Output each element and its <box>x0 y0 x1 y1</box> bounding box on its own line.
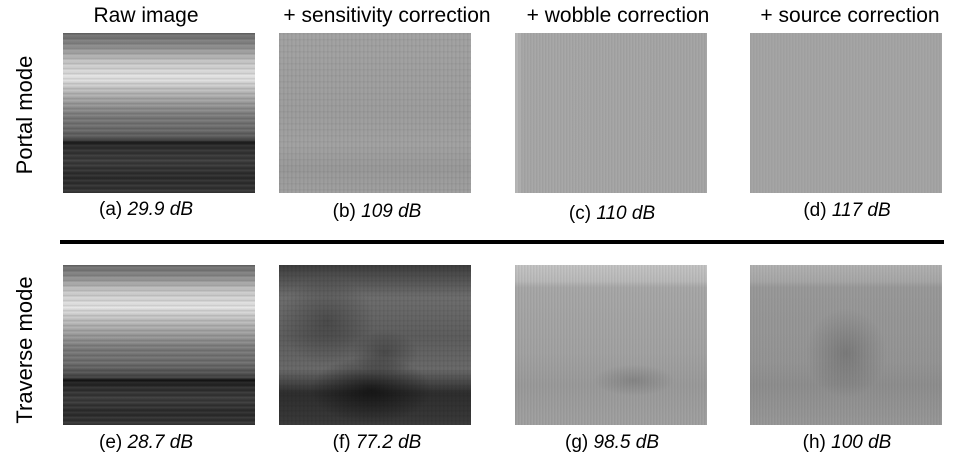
caption-tag: (a) <box>98 199 123 220</box>
row-divider <box>60 240 944 244</box>
caption-tag: (f) <box>332 432 351 453</box>
image-panel-g <box>515 265 707 425</box>
image-panel-f <box>279 265 471 425</box>
caption-tag: (g) <box>564 432 589 453</box>
caption-value: 109 dB <box>361 201 422 222</box>
caption-value: 110 dB <box>596 203 656 224</box>
column-title-sensitivity-correction: + sensitivity correction <box>283 4 491 27</box>
column-title-raw-image: Raw image <box>93 4 199 27</box>
caption-h: (h) 100 dB <box>803 432 892 454</box>
row-label-traverse-mode: Traverse mode <box>12 276 37 424</box>
image-panel-e <box>63 265 255 425</box>
caption-g: (g) 98.5 dB <box>565 432 659 454</box>
image-panel-h <box>750 265 942 425</box>
caption-value: 98.5 dB <box>593 432 660 453</box>
caption-c: (c) 110 dB <box>569 203 655 225</box>
caption-a: (a) 29.9 dB <box>99 199 193 221</box>
caption-tag: (d) <box>803 200 827 221</box>
caption-tag: (e) <box>98 432 123 453</box>
caption-value: 28.7 dB <box>127 432 194 453</box>
caption-tag: (c) <box>568 203 592 224</box>
column-title-source-correction: + source correction <box>760 4 940 27</box>
caption-f: (f) 77.2 dB <box>333 432 422 454</box>
image-panel-a <box>63 33 255 193</box>
caption-value: 77.2 dB <box>355 432 422 453</box>
caption-tag: (h) <box>802 432 826 453</box>
image-panel-b <box>279 33 471 193</box>
caption-b: (b) 109 dB <box>333 201 422 223</box>
caption-value: 100 dB <box>831 432 892 453</box>
caption-d: (d) 117 dB <box>803 200 890 222</box>
column-title-wobble-correction: + wobble correction <box>526 4 710 27</box>
caption-value: 117 dB <box>831 200 891 221</box>
caption-tag: (b) <box>332 201 356 222</box>
image-panel-c <box>515 33 707 193</box>
row-label-portal-mode: Portal mode <box>12 55 37 175</box>
caption-value: 29.9 dB <box>127 199 194 220</box>
caption-e: (e) 28.7 dB <box>99 432 193 454</box>
image-panel-d <box>750 33 942 193</box>
